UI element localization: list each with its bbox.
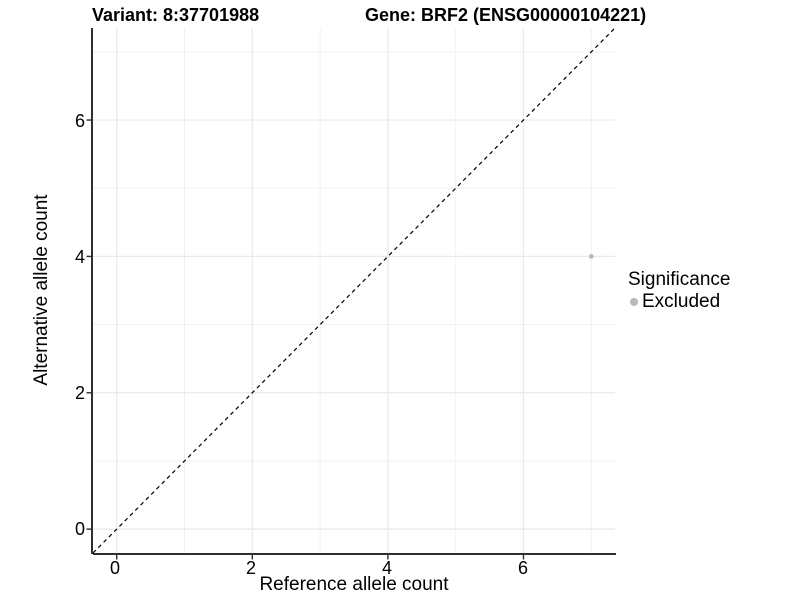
legend-item-label: Excluded [642,291,721,312]
y-axis-title: Alternative allele count [31,194,52,386]
x-tick-label: 2 [245,558,256,578]
excluded-point-icon [630,298,638,306]
x-tick-label: 0 [109,558,120,578]
x-tick-label: 6 [517,558,528,578]
variant-title: Variant: 8:37701988 [92,5,260,25]
y-tick-label: 6 [74,111,85,131]
legend-title: Significance [628,269,731,290]
y-tick-label: 4 [74,247,85,267]
gene-title: Gene: BRF2 (ENSG00000104221) [365,5,647,25]
legend-item-excluded: Excluded [628,291,730,313]
identity-line [92,27,616,554]
legend: Significance Excluded [628,269,730,313]
y-tick-label: 2 [74,383,85,403]
y-tick-label: 0 [74,519,85,539]
x-tick-label: 4 [381,558,392,578]
x-axis-title: Reference allele count [259,574,449,595]
data-point [588,254,594,259]
